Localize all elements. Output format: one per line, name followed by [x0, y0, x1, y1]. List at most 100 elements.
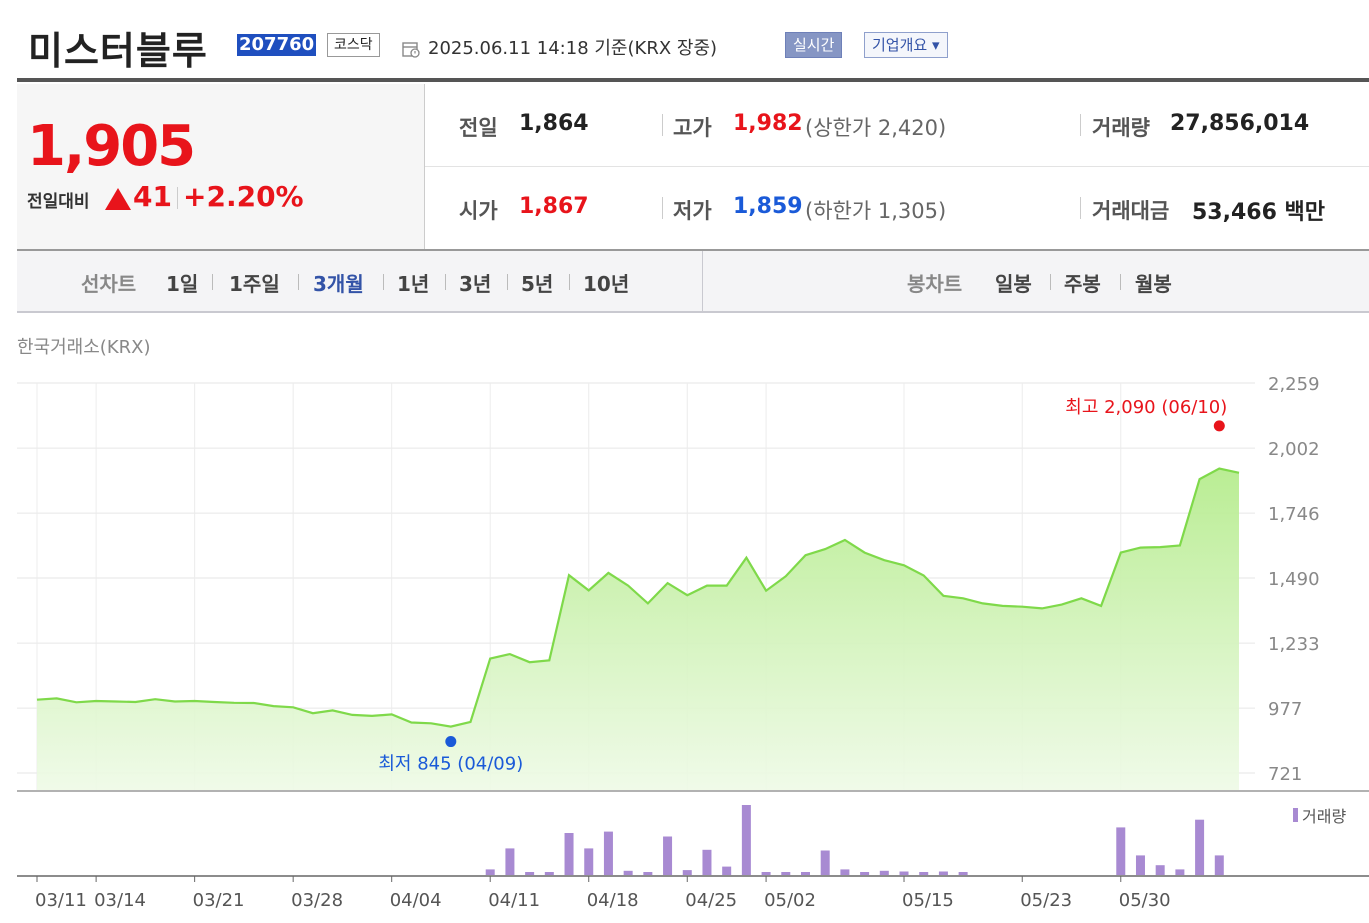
x-tick-label: 03/14 [94, 890, 146, 911]
y-tick-label: 1,746 [1268, 504, 1320, 525]
max-point [1213, 420, 1225, 432]
volume-bar [879, 870, 889, 875]
min-point [445, 736, 457, 748]
period-separator [383, 274, 384, 290]
x-tick-label: 05/02 [764, 890, 816, 911]
volume-bar [603, 831, 613, 875]
period-5y[interactable]: 5년 [521, 272, 554, 296]
volume-bar [1135, 855, 1145, 875]
x-tick-label: 03/28 [291, 890, 343, 911]
volume-bar [623, 870, 633, 875]
x-tick-label: 04/11 [488, 890, 540, 911]
y-tick-label: 721 [1268, 764, 1302, 785]
x-tick-label: 05/23 [1020, 890, 1072, 911]
volume-bar [919, 872, 929, 875]
change-label: 전일대비 [27, 192, 90, 212]
x-tick-label: 05/15 [902, 890, 954, 911]
volume-bar [860, 872, 870, 875]
volume-bar [800, 872, 810, 875]
price-box: 1,905 전일대비 41 +2.20% [17, 84, 425, 249]
header-divider [17, 78, 1369, 82]
low-label: 저가 [673, 199, 712, 223]
min-annotation: 최저 845 (04/09) [378, 754, 523, 775]
y-tick-label: 1,490 [1268, 569, 1320, 590]
volume-bar [840, 869, 850, 875]
change-separator [177, 187, 178, 209]
candle-monthly[interactable]: 월봉 [1135, 272, 1172, 296]
change-percent: +2.20% [183, 180, 304, 213]
volume-bar [682, 870, 692, 875]
prev-close-value: 1,864 [519, 111, 589, 136]
volume-bar [1116, 827, 1126, 875]
stats-separator [662, 197, 663, 219]
volume-bar [899, 871, 909, 875]
volume-bar [1214, 855, 1224, 875]
period-separator [569, 274, 570, 290]
volume-bar [544, 872, 554, 875]
candle-chart-label: 봉차트 [907, 272, 963, 296]
period-separator [507, 274, 508, 290]
stats-bottom-border [17, 249, 1369, 251]
volume-bar [584, 848, 594, 875]
period-1d[interactable]: 1일 [166, 272, 199, 296]
low-value: 1,859 [733, 194, 803, 219]
stock-code: 207760 [237, 34, 317, 56]
x-tick-label: 05/30 [1119, 890, 1171, 911]
exchange-label: 한국거래소(KRX) [17, 337, 151, 358]
calendar-icon [402, 42, 420, 58]
header: 미스터블루 207760 코스닥 2025.06.11 14:18 기준(KRX… [0, 0, 1369, 82]
volume-bar [938, 871, 948, 875]
period-1y[interactable]: 1년 [397, 272, 430, 296]
volume-bar [741, 805, 751, 875]
stats-separator [1080, 197, 1081, 219]
high-value: 1,982 [733, 111, 803, 136]
trade-value: 53,466 백만 [1192, 200, 1326, 225]
max-annotation: 최고 2,090 (06/10) [1065, 397, 1227, 418]
trade-value-label: 거래대금 [1092, 199, 1170, 223]
candle-weekly[interactable]: 주봉 [1064, 272, 1101, 296]
period-bar: 선차트 1일 1주일 3개월 1년 3년 5년 10년 봉차트 일봉 주봉 월봉 [17, 251, 1369, 313]
y-tick-label: 977 [1268, 699, 1302, 720]
quote-timestamp: 2025.06.11 14:18 기준(KRX 장중) [428, 38, 718, 59]
change-amount: 41 [133, 180, 172, 213]
period-3y[interactable]: 3년 [459, 272, 492, 296]
candle-daily[interactable]: 일봉 [995, 272, 1032, 296]
stats-separator [662, 114, 663, 136]
period-separator [298, 274, 299, 290]
period-3m[interactable]: 3개월 [313, 272, 364, 296]
volume-label: 거래량 [1092, 116, 1150, 140]
volume-legend-label: 거래량 [1302, 807, 1346, 826]
y-tick-label: 2,259 [1268, 374, 1320, 395]
volume-legend-swatch [1293, 808, 1298, 822]
current-price: 1,905 [27, 114, 196, 179]
period-1w[interactable]: 1주일 [229, 272, 280, 296]
stock-name: 미스터블루 [28, 29, 208, 73]
volume-bar [485, 869, 495, 875]
stats-separator [1080, 114, 1081, 136]
x-tick-label: 03/21 [193, 890, 245, 911]
high-label: 고가 [673, 116, 712, 140]
market-badge: 코스닥 [327, 33, 380, 57]
line-chart-label: 선차트 [81, 272, 137, 296]
y-tick-label: 2,002 [1268, 439, 1320, 460]
period-bar-divider [702, 251, 703, 311]
quote-stats: 전일 1,864 고가 1,982 (상한가 2,420) 거래량 27,856… [425, 84, 1369, 249]
period-separator [1120, 274, 1121, 290]
lower-limit: (하한가 1,305) [805, 199, 947, 223]
volume-bar [643, 872, 653, 875]
open-value: 1,867 [519, 194, 589, 219]
x-tick-label: 04/18 [587, 890, 639, 911]
volume-bar [781, 872, 791, 875]
volume-bar [663, 836, 673, 875]
realtime-button[interactable]: 실시간 [785, 32, 843, 58]
company-overview-dropdown[interactable]: 기업개요 ▾ [864, 32, 948, 58]
volume-bar [722, 866, 732, 875]
period-10y[interactable]: 10년 [583, 272, 630, 296]
open-label: 시가 [459, 199, 498, 223]
y-tick-label: 1,233 [1268, 634, 1320, 655]
x-tick-label: 03/11 [35, 890, 87, 911]
volume-value: 27,856,014 [1170, 111, 1310, 136]
volume-bar [820, 850, 830, 875]
volume-bar [1195, 819, 1205, 875]
